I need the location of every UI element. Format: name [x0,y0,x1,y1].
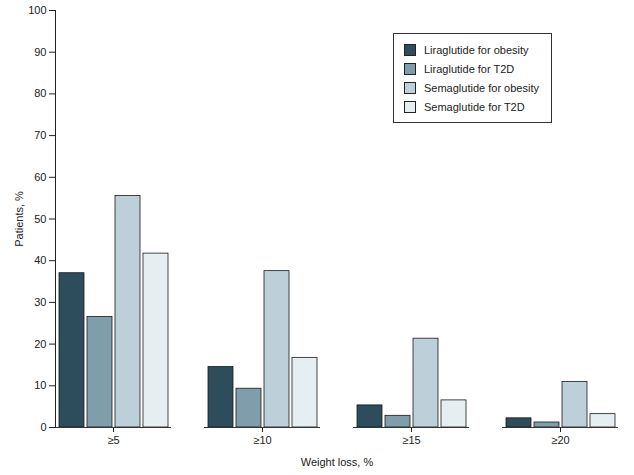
svg-text:30: 30 [34,296,46,308]
html-text:Liraglutide for obesity: Liraglutide for obesity [424,43,529,56]
svg-text:40: 40 [34,254,46,266]
svg-text:60: 60 [34,171,46,183]
svg-text:90: 90 [34,46,46,58]
svg-text:≥5: ≥5 [107,434,119,446]
svg-text:50: 50 [34,213,46,225]
svg-text:100: 100 [28,4,46,16]
svg-text:10: 10 [34,379,46,391]
svg-text:0: 0 [40,421,46,433]
html-text:Semaglutide for obesity: Semaglutide for obesity [424,81,539,94]
svg-text:80: 80 [34,87,46,99]
svg-text:Patients, %: Patients, % [13,191,25,247]
svg-text:≥10: ≥10 [253,434,271,446]
svg-text:20: 20 [34,338,46,350]
html-text:Semaglutide for T2D: Semaglutide for T2D [424,100,525,113]
svg-text:≥20: ≥20 [551,434,569,446]
svg-text:≥15: ≥15 [402,434,420,446]
svg-text:Weight loss, %: Weight loss, % [301,456,374,468]
svg-text:70: 70 [34,129,46,141]
html-text:Liraglutide for T2D: Liraglutide for T2D [424,62,515,75]
